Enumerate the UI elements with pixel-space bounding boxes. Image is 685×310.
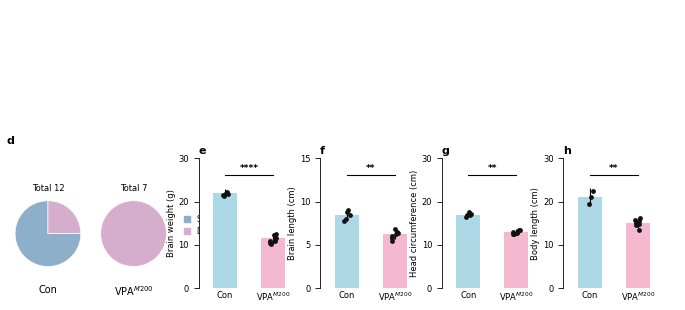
Point: [508, 231, 519, 236]
Point: [390, 232, 401, 237]
Bar: [335, 215, 359, 288]
Point: [588, 188, 599, 193]
Bar: [261, 238, 285, 288]
Point: [508, 229, 519, 234]
Bar: [456, 215, 480, 288]
Point: [464, 210, 475, 215]
Point: [512, 230, 523, 235]
Point: [462, 213, 473, 218]
Y-axis label: Brain length (cm): Brain length (cm): [288, 186, 297, 260]
Text: **: **: [366, 164, 375, 173]
Point: [630, 217, 640, 222]
Wedge shape: [48, 201, 81, 234]
Bar: [578, 197, 602, 288]
Point: [635, 215, 646, 220]
Text: **: **: [609, 164, 619, 173]
Point: [342, 208, 353, 213]
Point: [265, 239, 276, 244]
Point: [584, 201, 595, 206]
Text: d: d: [7, 136, 14, 146]
Point: [586, 195, 597, 200]
Point: [464, 212, 475, 217]
Point: [633, 219, 644, 224]
Title: Total 7: Total 7: [120, 184, 147, 193]
Point: [386, 234, 397, 239]
Point: [466, 211, 477, 216]
Point: [513, 227, 524, 232]
Point: [221, 189, 232, 194]
Text: f: f: [320, 146, 325, 156]
Point: [269, 233, 279, 238]
Text: g: g: [442, 146, 449, 156]
Text: **: **: [488, 164, 497, 173]
Wedge shape: [101, 201, 166, 267]
Point: [630, 223, 641, 228]
Legend: Survival, Death: Survival, Death: [183, 213, 229, 237]
Point: [630, 221, 641, 226]
Text: Con: Con: [38, 285, 58, 294]
Point: [390, 227, 401, 232]
Point: [387, 238, 398, 243]
Point: [345, 212, 356, 217]
Point: [460, 214, 471, 219]
Point: [340, 216, 351, 221]
Point: [223, 191, 234, 196]
Point: [219, 194, 229, 199]
Point: [270, 236, 281, 241]
Point: [271, 232, 282, 237]
Point: [342, 210, 353, 215]
Point: [386, 236, 397, 241]
Wedge shape: [15, 201, 81, 267]
Point: [269, 238, 280, 243]
Bar: [213, 193, 237, 288]
Y-axis label: Brain weight (g): Brain weight (g): [166, 189, 175, 257]
Point: [264, 240, 275, 245]
Point: [270, 235, 281, 240]
Y-axis label: Body length (cm): Body length (cm): [532, 187, 540, 260]
Point: [634, 222, 645, 227]
Point: [512, 228, 523, 233]
Point: [221, 190, 232, 195]
Point: [633, 227, 644, 232]
Bar: [504, 232, 528, 288]
Point: [393, 230, 403, 235]
Title: Total 12: Total 12: [32, 184, 64, 193]
Text: h: h: [563, 146, 571, 156]
Point: [514, 228, 525, 232]
Point: [339, 218, 350, 223]
Text: e: e: [199, 146, 206, 156]
Y-axis label: Head circumference (cm): Head circumference (cm): [410, 170, 419, 277]
Point: [392, 229, 403, 234]
Bar: [626, 223, 650, 288]
Point: [265, 241, 276, 246]
Bar: [383, 234, 407, 288]
Text: VPA$^{M200}$: VPA$^{M200}$: [114, 285, 153, 299]
Point: [508, 232, 519, 237]
Text: ****: ****: [240, 164, 259, 173]
Point: [217, 193, 228, 197]
